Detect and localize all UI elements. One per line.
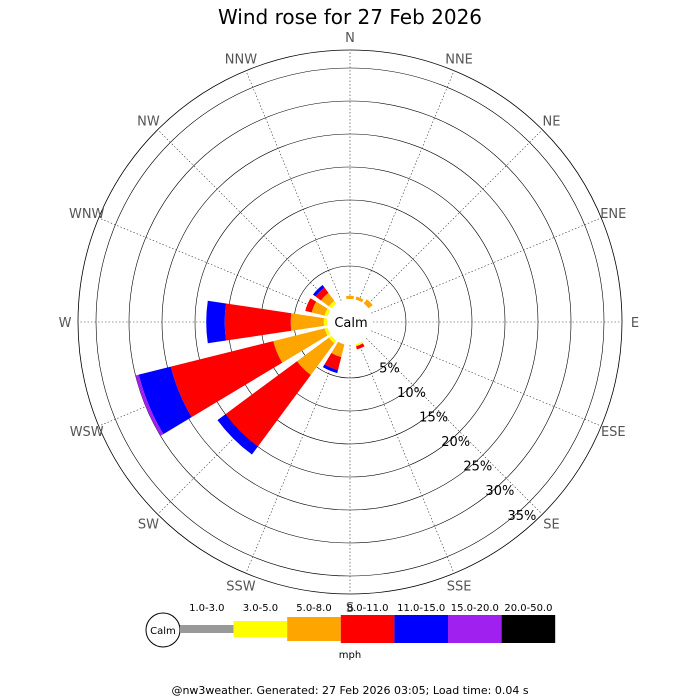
spoke-sse (358, 343, 455, 574)
legend-swatch-2 (287, 617, 341, 641)
petal-nw-bin-2 (320, 292, 335, 307)
percent-ring-labels: 5% 10% 15% 20% 25% 30% 35% (379, 362, 536, 524)
chart-title: Wind rose for 27 Feb 2026 (218, 5, 482, 29)
direction-label-ese: ESE (601, 425, 626, 440)
petal-sw-bin-4 (217, 414, 258, 455)
direction-label-n: N (345, 31, 355, 46)
direction-label-wsw: WSW (70, 425, 104, 440)
petal-wnw-bin-2 (311, 301, 328, 316)
legend-bin-label-4: 11.0-15.0 (397, 603, 445, 614)
petal-ssw-bin-3 (324, 353, 342, 370)
petal-wsw-bin-5 (135, 374, 164, 436)
petal-w-bin-3 (224, 303, 292, 341)
petal-sw-bin-1 (328, 335, 337, 344)
legend-bin-label-1: 3.0-5.0 (243, 603, 278, 614)
legend-calm: Calm (145, 612, 181, 648)
legend-bin-label-2: 5.0-8.0 (296, 603, 331, 614)
legend-calm-label: Calm (150, 626, 176, 637)
petal-wsw-bin-3 (170, 341, 283, 418)
direction-label-nnw: NNW (225, 53, 257, 68)
spoke-nne (358, 70, 455, 301)
legend-unit-label: mph (339, 650, 361, 661)
calm-center: Calm (327, 299, 373, 345)
spoke-wsw (98, 330, 329, 427)
percent-ring-label: 25% (463, 460, 492, 475)
petal-w-bin-1 (323, 318, 328, 326)
speed-legend: Calm 1.0-3.0 3.0-5.0 5.0-8.0 8.0-11.0 11.0-15… (145, 603, 556, 661)
legend-bin-label-3: 8.0-11.0 (347, 603, 389, 614)
direction-label-s: S (346, 601, 354, 616)
spoke-ne (366, 129, 543, 306)
percent-ring-label: 35% (508, 509, 537, 524)
legend-swatch-1 (233, 621, 288, 637)
petal-ssw-bin-2 (331, 341, 345, 358)
direction-label-nne: NNE (445, 53, 473, 68)
petal-n-bin-2 (346, 295, 354, 300)
direction-label-wnw: WNW (69, 207, 105, 222)
petal-sse-bin-1 (355, 341, 363, 347)
legend-swatch-6 (501, 615, 556, 643)
legend-swatch-3 (340, 615, 395, 643)
petal-ne-bin-2 (363, 299, 373, 309)
direction-label-sw: SW (138, 518, 159, 533)
direction-label-ne: NE (543, 114, 561, 129)
spoke-ese (371, 330, 602, 427)
calm-label: Calm (334, 316, 367, 331)
direction-label-e: E (631, 316, 639, 331)
petal-wnw-bin-1 (324, 308, 331, 317)
legend-swatch-4 (394, 615, 448, 643)
spoke-ene (371, 217, 602, 314)
spoke-sw (157, 338, 334, 515)
spoke-nw (157, 129, 334, 306)
legend-swatch-5 (448, 615, 502, 643)
percent-ring-label: 30% (485, 484, 514, 499)
petal-wsw-bin-4 (138, 366, 192, 435)
petal-sw-bin-3 (225, 361, 311, 447)
petal-wsw-bin-1 (324, 327, 331, 336)
footer-text: @nw3weather. Generated: 27 Feb 2026 03:0… (171, 684, 528, 697)
legend-bin-label-6: 20.0-50.0 (504, 603, 552, 614)
petal-wsw-bin-2 (273, 328, 328, 363)
petal-w-bin-4 (206, 300, 227, 344)
legend-bin-label-0: 1.0-3.0 (189, 603, 224, 614)
direction-label-nw: NW (137, 114, 160, 129)
petal-nne-bin-2 (355, 296, 364, 303)
petal-ssw-bin-4 (322, 364, 339, 374)
petal-wnw-bin-3 (305, 298, 317, 313)
petal-nw-bin-3 (315, 287, 329, 301)
spoke-wnw (98, 217, 329, 314)
legend-bin-label-5: 15.0-20.0 (451, 603, 499, 614)
direction-label-ene: ENE (600, 207, 626, 222)
petal-nw-bin-4 (312, 284, 325, 297)
percent-ring-label: 15% (419, 411, 448, 426)
percent-ring-label: 5% (379, 362, 400, 377)
grid-ring (194, 166, 506, 478)
direction-label-sse: SSE (447, 579, 472, 594)
spoke-se (366, 338, 543, 515)
spoke-ssw (245, 343, 342, 574)
percent-ring-label: 10% (397, 386, 426, 401)
direction-label-w: W (59, 316, 72, 331)
legend-swatch-0 (180, 625, 234, 633)
direction-label-ssw: SSW (226, 579, 256, 594)
spoke-nnw (245, 70, 342, 301)
petal-nw-bin-1 (328, 300, 337, 309)
polar-grid (77, 49, 623, 595)
wind-petals (135, 284, 373, 455)
direction-label-se: SE (543, 518, 559, 533)
petal-w-bin-2 (290, 313, 324, 331)
petal-sw-bin-2 (297, 337, 335, 375)
percent-ring-label: 20% (441, 435, 470, 450)
direction-labels: N NNE NE ENE E ESE SE SSE S SSW SW WSW W WNW NW NNW (59, 31, 640, 616)
grid-ring (128, 100, 572, 544)
petal-sse-bin-3 (356, 343, 365, 350)
